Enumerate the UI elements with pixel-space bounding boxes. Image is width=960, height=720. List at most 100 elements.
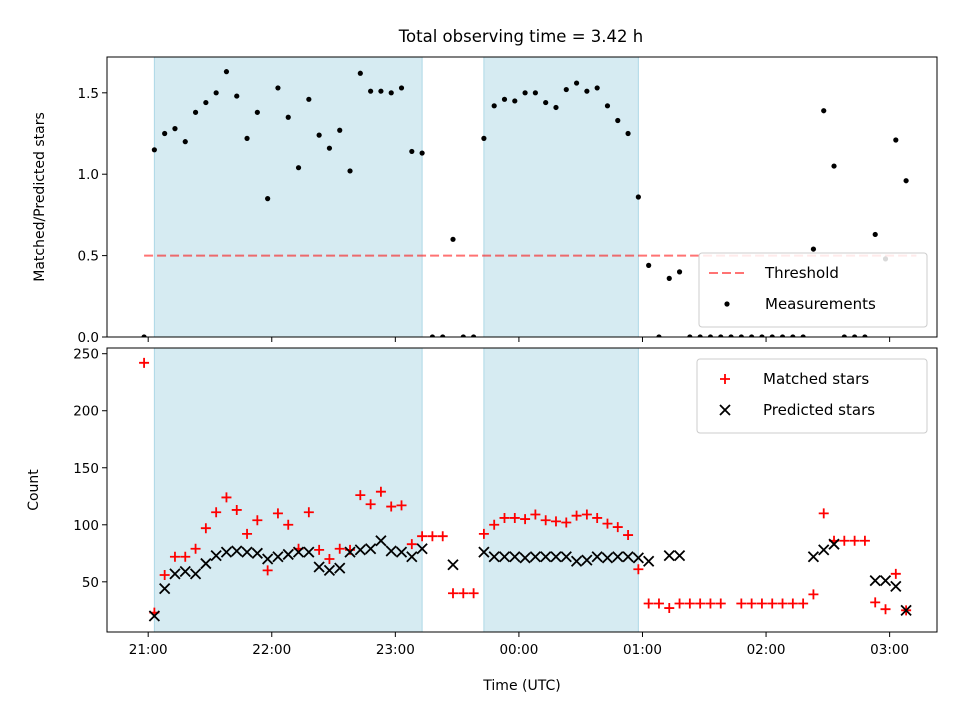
measurement-point (800, 334, 806, 337)
x-tick-label: 23:00 (376, 642, 415, 658)
x-tick-label: 22:00 (252, 642, 291, 658)
x-tick-label: 02:00 (747, 642, 786, 658)
measurement-point (388, 90, 394, 96)
predicted-star-point (406, 551, 418, 563)
plot-area (141, 57, 917, 337)
y-tick-label: 0.5 (78, 249, 99, 265)
measurement-point (275, 85, 281, 91)
measurement-point (481, 135, 487, 141)
matched-star-point (448, 588, 459, 599)
legend-matched-swatch (720, 374, 730, 384)
predicted-star-point (632, 552, 645, 564)
measurement-point (182, 139, 188, 145)
legend-entry-label: Threshold (764, 264, 839, 282)
measurement-point (234, 93, 240, 99)
matched-star-point (684, 598, 695, 609)
matched-star-point (365, 499, 376, 510)
y-tick-label: 50 (82, 575, 99, 591)
matched-star-point (159, 569, 170, 580)
predicted-star-point (354, 544, 366, 556)
y-axis-label: Count (26, 469, 42, 511)
measurement-point (697, 334, 703, 337)
measurement-point (584, 88, 590, 94)
measurement-point (635, 194, 641, 200)
y-tick-label: 200 (73, 404, 99, 420)
matched-star-point (458, 588, 469, 599)
matched-star-point (520, 514, 531, 525)
matched-star-point (489, 519, 500, 530)
measurement-point (738, 334, 744, 337)
predicted-star-point (570, 555, 583, 567)
predicted-star-point (529, 551, 542, 563)
predicted-star-point (447, 559, 459, 571)
matched-star-point (653, 598, 664, 609)
predicted-star-point (334, 562, 346, 574)
top-panel-ratio: 0.0 0.5 1.0 1.5 Matched/Predicted stars Thres… (32, 56, 938, 346)
measurement-point (594, 85, 600, 91)
measurement-point (707, 334, 714, 337)
observing-interval-shade-1 (153, 348, 423, 632)
measurement-point (862, 334, 868, 337)
measurement-point (223, 69, 230, 75)
measurement-point (337, 127, 343, 133)
measurement-point (532, 90, 538, 96)
x-axis-label: Time (UTC) (482, 678, 560, 694)
measurement-point (852, 334, 858, 337)
matched-star-point (221, 492, 232, 503)
matched-star-point (180, 551, 191, 562)
matched-star-point (623, 530, 634, 541)
matched-star-point (437, 531, 448, 542)
y-tick-label: 0.0 (78, 330, 99, 346)
measurement-point (357, 70, 363, 76)
matched-star-point (530, 509, 541, 520)
predicted-star-point (220, 546, 233, 558)
matched-star-point (540, 515, 551, 526)
measurement-point (378, 88, 384, 94)
measurement-point (779, 334, 786, 337)
matched-star-point (674, 598, 685, 609)
predicted-star-point (581, 554, 593, 566)
predicted-star-point (241, 546, 253, 558)
measurement-point (728, 334, 734, 337)
matched-star-point (890, 568, 901, 579)
matched-star-point (211, 507, 222, 518)
matched-star-point (509, 512, 520, 523)
y-tick-label: 1.0 (78, 167, 99, 183)
legend-entry-label: Measurements (765, 295, 876, 313)
measurement-point (687, 334, 693, 337)
measurement-point (563, 86, 569, 93)
measurement-point (553, 104, 559, 111)
axes-frame (106, 347, 938, 633)
matched-star-point (427, 531, 438, 542)
matched-star-point (612, 522, 623, 533)
matched-star-point (303, 507, 314, 518)
measurement-point (759, 334, 765, 337)
predicted-star-point (251, 547, 263, 559)
matched-star-point (767, 598, 778, 609)
matched-star-point (283, 519, 294, 530)
measurement-point (666, 275, 672, 281)
predicted-star-point (488, 551, 500, 563)
measurement-point (172, 126, 178, 132)
x-tick-label: 01:00 (623, 642, 662, 658)
matched-star-point (633, 564, 644, 575)
matched-star-point (715, 598, 726, 609)
matched-star-point (808, 589, 819, 600)
matched-star-point (602, 518, 613, 529)
matched-star-point (252, 515, 263, 526)
predicted-star-point (323, 564, 336, 577)
matched-star-point (355, 490, 366, 501)
measurement-point (460, 334, 466, 337)
measurement-point (769, 334, 775, 337)
measurement-point (790, 334, 796, 337)
matched-star-point (406, 539, 417, 550)
y-tick-label: 150 (73, 461, 99, 477)
measurement-point (265, 196, 271, 202)
matched-star-point (499, 512, 510, 523)
predicted-star-point (622, 551, 634, 563)
matched-star-point (139, 357, 150, 368)
matched-star-point (550, 516, 561, 527)
matched-star-point (324, 554, 335, 565)
predicted-star-point (900, 604, 912, 616)
